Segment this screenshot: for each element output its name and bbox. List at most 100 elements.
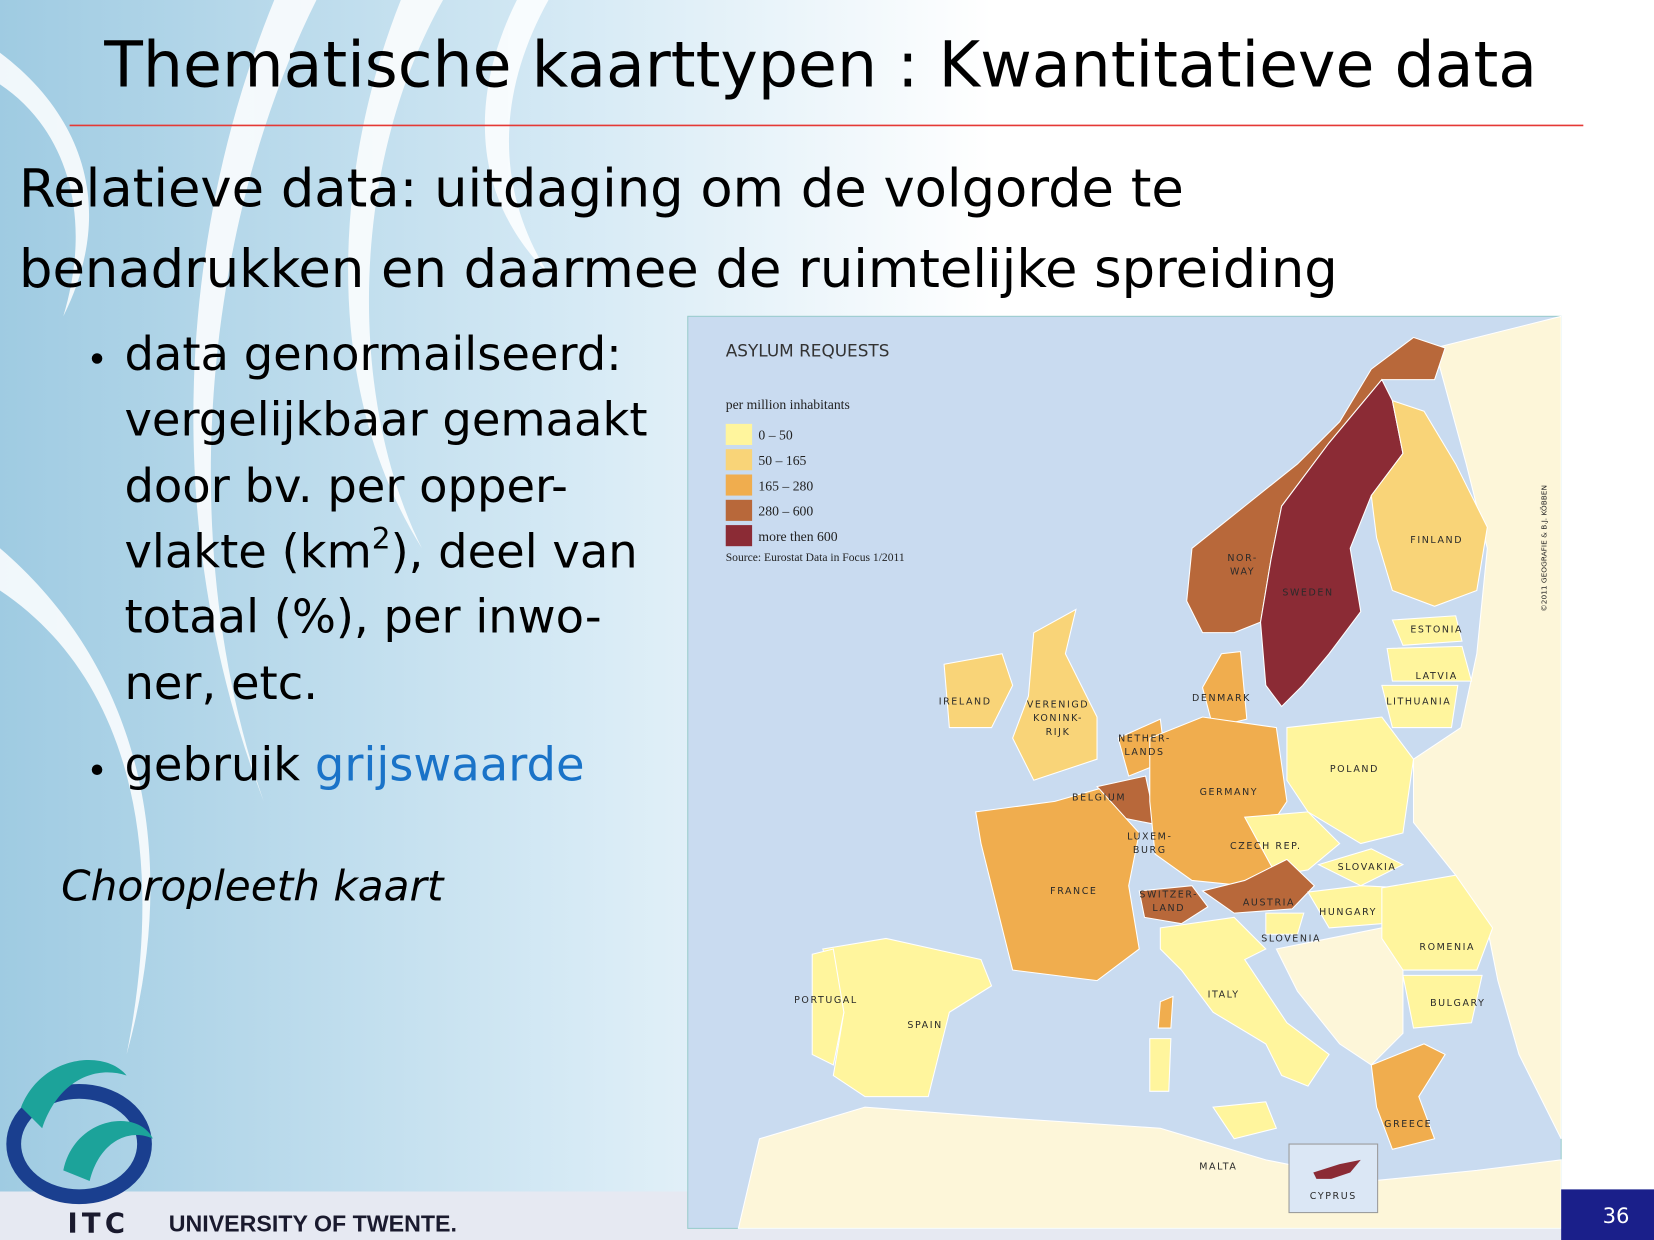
country-label: CYPRUS [1310, 1191, 1357, 1202]
slide-title: Thematische kaarttypen : Kwantitatieve d… [103, 27, 1537, 101]
map-title: ASYLUM REQUESTS [726, 340, 890, 360]
lithuania [1381, 684, 1459, 729]
bullet: gebruik grijswaarde [124, 737, 584, 791]
country-label: NETHER- LANDS [1118, 733, 1171, 758]
cyprus [1313, 1159, 1361, 1179]
greece [1370, 1043, 1446, 1150]
text: ner, etc. [124, 656, 318, 710]
country-label: GERMANY [1200, 787, 1259, 798]
swooshes [0, 0, 549, 1055]
bullet-line: door bv. per opper- [124, 459, 567, 513]
country-label: GREECE [1384, 1119, 1432, 1130]
subtitle-line: benadrukken en daarmee de ruimtelijke sp… [19, 239, 1338, 300]
country-label: SLOVAKIA [1338, 862, 1397, 873]
country-label: SLOVENIA [1261, 934, 1321, 945]
country-label: VERENIGD KONINK- RIJK [1027, 700, 1089, 738]
university-name: UNIVERSITY OF TWENTE. [169, 1211, 457, 1237]
legend-label: 165 – 280 [758, 478, 813, 493]
bullet-dot [91, 353, 103, 364]
map-labels: IRELAND VERENIGD KONINK- RIJK NETHER- LANDS BE… [794, 535, 1485, 1202]
text: ), deel van [391, 524, 638, 578]
country-label: BULGARY [1430, 998, 1485, 1009]
label-line: LANDS [1124, 747, 1164, 758]
bullet-line: totaal (%), per inwo- [124, 590, 601, 644]
bulgaria [1402, 974, 1483, 1029]
country-label: LATVIA [1416, 671, 1458, 682]
country-label: DENMARK [1192, 693, 1251, 704]
label-line: SWEDEN [1282, 588, 1333, 599]
map-source: Source: Eurostat Data in Focus 1/2011 [726, 551, 905, 564]
poland [1286, 716, 1415, 845]
label-line: NETHER- [1118, 733, 1171, 744]
text: door bv. per opper- [124, 459, 567, 513]
non-eu-land [1275, 927, 1404, 1066]
sweden [1260, 378, 1404, 708]
label-line: AUSTRIA [1243, 898, 1295, 909]
caption: Choropleeth kaart [61, 861, 445, 910]
legend-swatch [725, 499, 753, 521]
label-line: GERMANY [1200, 787, 1259, 798]
portugal [811, 948, 845, 1066]
legend-label: 50 – 165 [758, 453, 806, 468]
label-line: IRELAND [939, 696, 992, 707]
legend-label: 0 – 50 [758, 428, 792, 443]
text: data genormailseerd: [124, 327, 621, 381]
italy [1159, 916, 1330, 1087]
label-line: LAND [1152, 903, 1185, 914]
legend-label: 280 – 600 [758, 504, 813, 519]
country-label: SWEDEN [1282, 588, 1333, 599]
countries [737, 315, 1562, 1229]
switzerland [1138, 885, 1209, 925]
country-label: LITHUANIA [1386, 696, 1451, 707]
country-label: NOR- WAY [1227, 553, 1258, 578]
label-line: DENMARK [1192, 693, 1251, 704]
text: totaal (%), per inwo- [124, 590, 601, 644]
slovakia [1317, 848, 1405, 887]
label-line: SLOVAKIA [1338, 862, 1397, 873]
label-line: LUXEM- [1127, 831, 1172, 842]
legend-swatch [725, 525, 753, 547]
label-line: ESTONIA [1410, 625, 1463, 636]
label-line: LATVIA [1416, 671, 1458, 682]
country-label: MALTA [1199, 1161, 1237, 1172]
label-line: FRANCE [1050, 886, 1097, 897]
united-kingdom [1012, 608, 1098, 781]
country-label: FINLAND [1410, 535, 1463, 546]
text: gebruik [124, 737, 314, 791]
sicily [1212, 1101, 1278, 1140]
country-label: ROMENIA [1419, 942, 1475, 953]
label-line: ROMENIA [1419, 942, 1475, 953]
sardinia [1149, 1038, 1172, 1092]
label-line: BULGARY [1430, 998, 1485, 1009]
highlight: grijswaarde [315, 737, 585, 791]
legend-unit: per million inhabitants [726, 397, 850, 412]
czech-republic [1243, 811, 1341, 876]
estonia [1391, 615, 1463, 646]
logo [6, 1060, 153, 1205]
map: ASYLUM REQUESTS per million inhabitants … [687, 315, 1562, 1229]
country-label: IRELAND [939, 696, 992, 707]
legend-label: more then 600 [758, 529, 837, 544]
non-eu-land [1412, 315, 1562, 1140]
bullet-line: vergelijkbaar gemaakt [124, 392, 647, 446]
map-credit: ©2011 GEOGRAFIE & B.J. KÖBBEN [1539, 485, 1548, 612]
label-line: CYPRUS [1310, 1191, 1357, 1202]
subtitle-line: Relatieve data: uitdaging om de volgorde… [19, 159, 1184, 220]
country-label: LUXEM- BURG [1127, 831, 1172, 856]
romania [1381, 874, 1494, 971]
bullet-dot [91, 764, 103, 775]
austria [1201, 858, 1316, 914]
label-line: MALTA [1199, 1161, 1237, 1172]
country-label: CZECH REP. [1230, 841, 1302, 852]
country-label: AUSTRIA [1243, 898, 1295, 909]
bullet-line: ner, etc. [124, 656, 318, 710]
label-line: RIJK [1046, 727, 1071, 738]
label-line: PORTUGAL [794, 995, 858, 1006]
label-line: BURG [1133, 845, 1167, 856]
country-label: FRANCE [1050, 886, 1097, 897]
label-line: WAY [1230, 567, 1255, 578]
label-line: SWITZER- [1139, 889, 1198, 900]
latvia [1386, 645, 1473, 682]
label-line: SLOVENIA [1261, 934, 1321, 945]
